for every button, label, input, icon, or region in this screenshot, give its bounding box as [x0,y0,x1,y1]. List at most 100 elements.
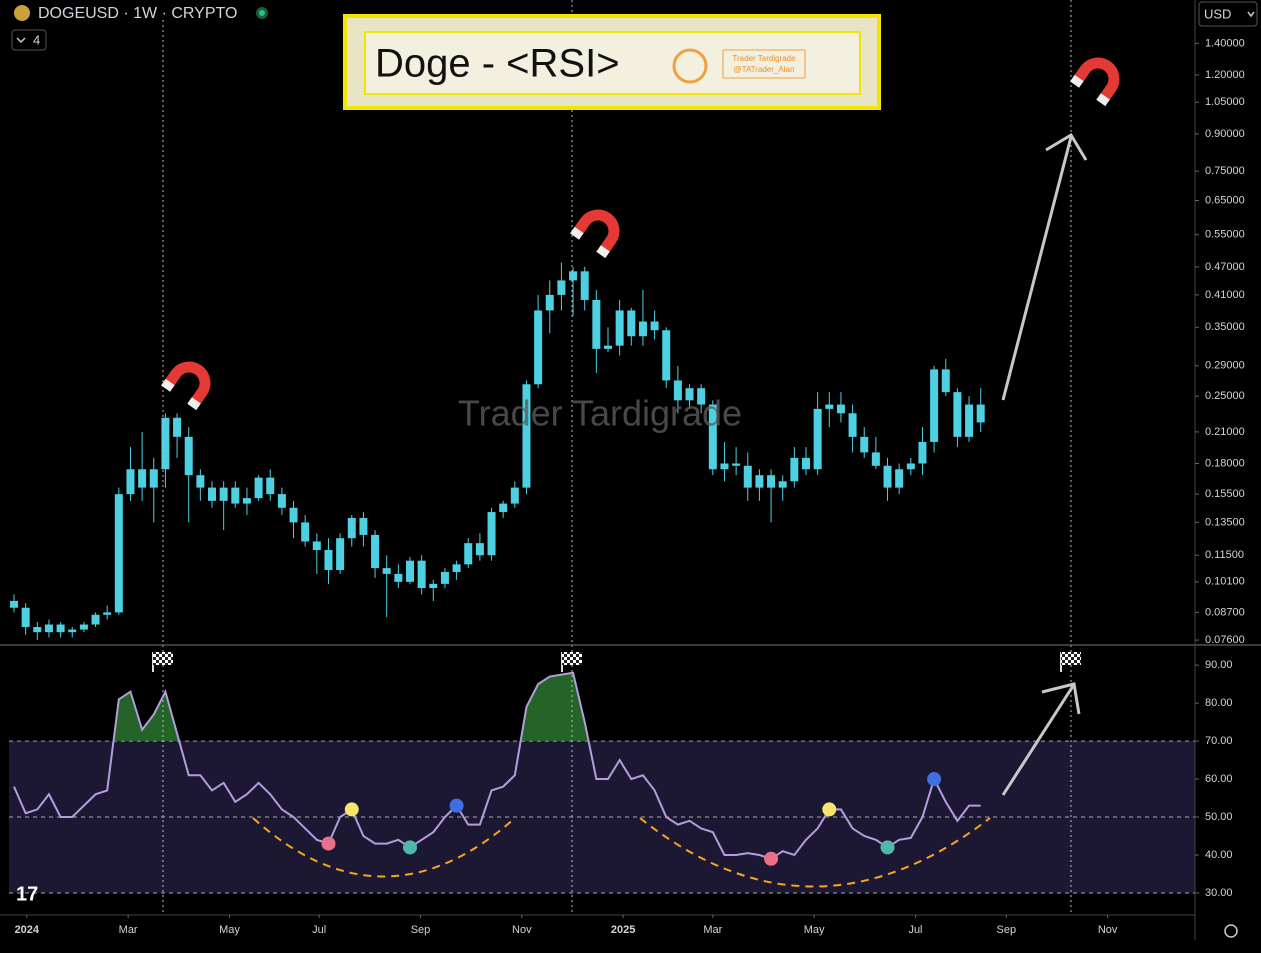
candle-body [184,436,193,476]
candle-body [580,271,589,300]
y-tick-label: 0.90000 [1205,128,1245,140]
coin-icon [14,5,30,21]
y-tick-label: 0.65000 [1205,194,1245,206]
signal-dot [403,840,418,855]
candle-body [371,534,380,569]
y-tick-label: 0.75000 [1205,165,1245,177]
candle-body [848,413,857,437]
candle-body [592,299,601,349]
rsi-line [13,671,981,860]
x-tick-label: Jul [908,924,922,936]
signal-dot [764,851,779,866]
currency-label: USD [1204,6,1231,21]
candle-body [569,271,578,281]
candle-body [196,475,205,488]
candle-body [557,280,566,295]
watermark: Trader Tardigrade [458,393,742,434]
banner-title: Doge - <RSI> [375,42,620,86]
y-tick-label: 70.00 [1205,735,1233,747]
badge-text: @TATrader_Alan [734,65,795,74]
candle-body [464,543,473,565]
candle-body [173,417,182,437]
candle-body [56,624,65,633]
y-tick-label: 0.11500 [1205,549,1244,561]
candle-body [324,549,333,571]
candle-body [953,392,962,437]
candle-body [289,507,298,523]
plot-layer [10,262,985,866]
candle-body [219,487,228,501]
candle-body [149,469,158,488]
y-tick-label: 1.20000 [1205,69,1245,81]
candle-body [883,465,892,488]
y-tick-label: 40.00 [1205,849,1233,861]
candle-body [825,404,834,409]
signal-dot [880,840,895,855]
magnet-icon [1070,57,1120,107]
signal-dot [449,798,464,813]
candle-body [941,369,950,393]
candle-body [685,388,694,401]
candle-body [440,571,449,584]
y-tick-label: 1.40000 [1205,37,1245,49]
candle-body [638,321,647,337]
chevron [1247,11,1255,18]
signal-dot [321,836,336,851]
curve-annotation [252,817,516,878]
candle-body [487,512,496,556]
candle-body [778,481,787,488]
logo [672,48,708,84]
indicator-count: 4 [33,32,40,47]
candle-body [382,568,391,574]
candle-body [254,477,263,499]
tv-logo: 17 [16,883,38,905]
x-tick-label: Sep [411,924,431,936]
y-tick-label: 30.00 [1205,887,1233,899]
candle-body [68,629,77,633]
y-tick-label: 0.47000 [1205,261,1245,273]
candle-body [790,457,799,482]
candle-body [650,321,659,331]
indicator-toggle[interactable] [11,29,47,51]
candle-body [114,494,123,613]
y-tick-label: 80.00 [1205,697,1233,709]
candle-body [277,494,286,508]
x-tick-label: Sep [997,924,1017,936]
candle-body [452,564,461,572]
candle-body [336,538,345,571]
y-tick-label: 0.18000 [1205,457,1245,469]
candle-body [522,384,531,488]
banner-inner [364,31,861,95]
y-tick-label: 0.07600 [1205,634,1245,646]
badge-text: Trader Tardigrade [732,54,796,63]
candle-body [860,436,869,453]
candle-body [976,404,985,423]
candle-body [755,475,764,488]
candle-body [743,465,752,488]
magnet-icon [161,361,211,411]
candle-body [499,503,508,513]
candle-body [603,345,612,349]
candle-body [767,475,776,488]
candle-body [697,388,706,405]
candle-body [708,404,717,470]
candle-body [545,294,554,311]
flag-icon [561,652,582,672]
y-tick-label: 1.05000 [1205,96,1245,108]
badge [722,49,806,79]
signal-dot [927,772,942,787]
x-tick-label: May [219,924,240,936]
magnet-icon [570,209,620,259]
candle-body [103,612,112,615]
candle-body [930,369,939,442]
symbol-title: DOGEUSD · 1W · CRYPTO [38,5,237,22]
candle-body [347,517,356,539]
candle-body [242,498,251,504]
currency-select[interactable] [1198,1,1258,27]
signal-dot [822,802,837,817]
y-tick-label: 0.25000 [1205,390,1245,402]
settings-icon[interactable] [1224,924,1238,938]
candle-body [906,463,915,470]
